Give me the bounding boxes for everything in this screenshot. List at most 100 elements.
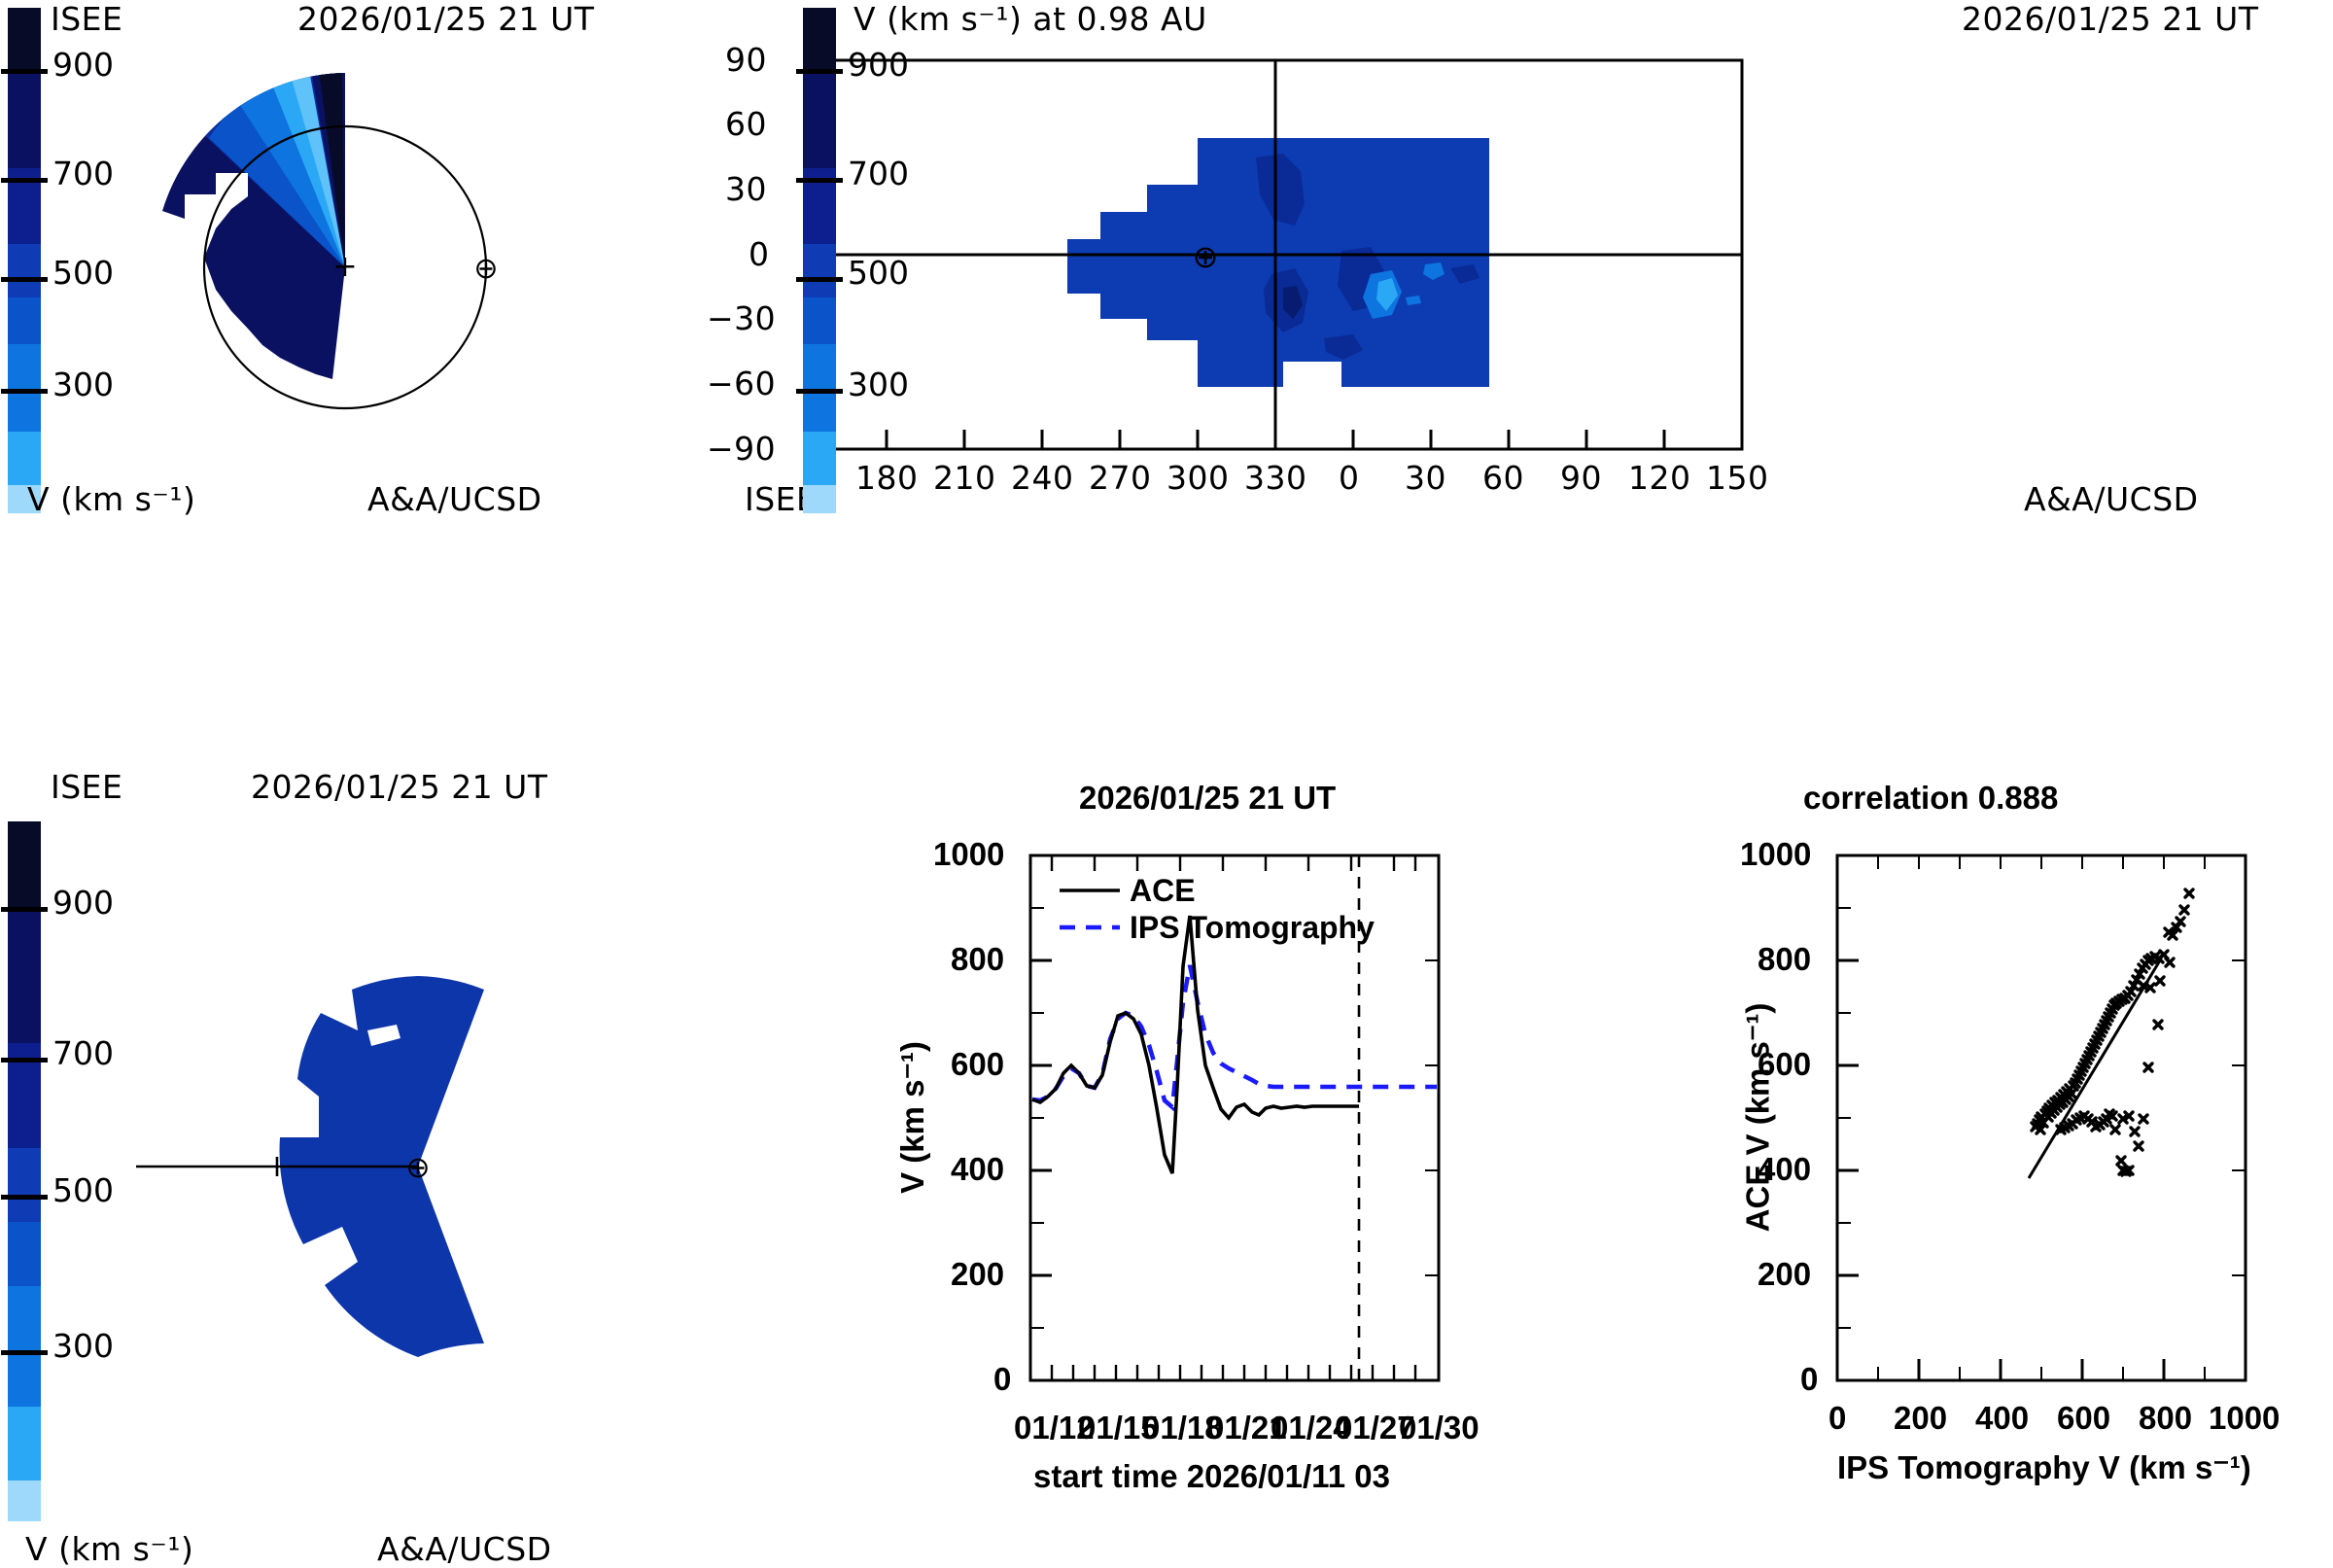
timeseries-plot: [1028, 854, 1441, 1382]
colorbar-tick: [796, 69, 843, 74]
xaxis-label-210: 210: [933, 459, 996, 497]
carrington-map-plot: ⊕: [807, 58, 1744, 451]
earth-marker-top-right: ⊕: [1193, 238, 1219, 275]
colorbar-tick: [1, 1350, 48, 1355]
colorbar-tick-label: 500: [52, 253, 114, 292]
colorbar-segment: [803, 8, 836, 71]
colorbar-tick: [1, 69, 48, 74]
scatter-plot: [1835, 854, 2247, 1382]
colorbar-segment: [8, 297, 41, 344]
colorbar-segment: [8, 1481, 41, 1521]
colorbar-tick-label: 700: [848, 154, 909, 192]
colorbar-segment: [8, 485, 41, 513]
ts-xaxis-label-0118: 01/18: [1142, 1410, 1223, 1446]
xaxis-label-120: 120: [1628, 459, 1691, 497]
colorbar-segment: [8, 1222, 41, 1286]
sc-xaxis-label-800: 800: [2139, 1400, 2193, 1436]
colorbar-unit-top-left: V (km s⁻¹): [27, 480, 196, 518]
colorbar-bottom-left: 900 700 500 300: [1, 821, 114, 1521]
ts-xaxis-label-0112: 01/12: [1014, 1410, 1095, 1446]
colorbar-segment: [803, 71, 836, 168]
colorbar-tick-label: 500: [848, 253, 909, 292]
credit-top-left: A&A/UCSD: [367, 480, 542, 518]
colorbar-tick-label: 700: [52, 154, 114, 192]
colorbar-tick: [796, 389, 843, 394]
yaxis-label-m30: −30: [707, 299, 777, 337]
colorbar-tick: [1, 277, 48, 282]
panel-title-top-right: V (km s⁻¹) at 0.98 AU: [853, 0, 1207, 38]
sc-xaxis-label-400: 400: [1975, 1400, 2030, 1436]
xaxis-label-0: 0: [1339, 459, 1360, 497]
panel-timeseries: 2026/01/25 21 UT: [778, 778, 1555, 1555]
polar-contour-top-left: + ⊕: [162, 73, 499, 410]
colorbar-tick: [1, 1058, 48, 1063]
credit-top-right: A&A/UCSD: [2024, 480, 2199, 518]
instrument-label-top-left: ISEE: [51, 0, 123, 38]
colorbar-tick: [1, 178, 48, 183]
colorbar-segment: [8, 8, 41, 71]
scatter-fit-line: [2027, 959, 2162, 1179]
colorbar-segment: [803, 432, 836, 485]
xaxis-label-330: 330: [1244, 459, 1307, 497]
colorbar-tick: [796, 178, 843, 183]
colorbar-segment: [8, 344, 41, 432]
xaxis-label-300: 300: [1166, 459, 1230, 497]
date-label-bottom-left: 2026/01/25 21 UT: [251, 768, 548, 806]
colorbar-segment: [8, 1407, 41, 1481]
yaxis-label-60: 60: [725, 105, 767, 143]
ts-xaxis-label-0130: 01/30: [1399, 1410, 1480, 1446]
scatter-points: [2030, 888, 2195, 1177]
earth-marker-top-left: ⊕: [473, 252, 498, 286]
colorbar-segment: [803, 244, 836, 297]
colorbar-segment: [803, 485, 836, 513]
sc-yaxis-label-600: 600: [1758, 1046, 1812, 1082]
series-ace: [1031, 915, 1359, 1174]
ts-yaxis-title: V (km s⁻¹): [893, 1041, 930, 1194]
colorbar-segment: [803, 344, 836, 432]
ts-yaxis-label-600: 600: [951, 1046, 1005, 1082]
polar-contour-bottom-left: ⊕: [136, 976, 484, 1357]
ts-xaxis-title: start time 2026/01/11 03: [1033, 1458, 1390, 1494]
panel-bottom-left: 900 700 500 300 ISEE 2026/01/25 21 UT V …: [0, 768, 551, 1568]
sc-yaxis-label-200: 200: [1758, 1256, 1812, 1292]
colorbar-tick: [796, 277, 843, 282]
earth-marker-bottom-left: ⊕: [405, 1151, 430, 1185]
colorbar-unit-bottom-left: V (km s⁻¹): [25, 1530, 194, 1568]
colorbar-top-right: 900 700 500 300: [796, 8, 909, 513]
scatter-title: correlation 0.888: [1803, 780, 2059, 816]
colorbar-tick-label: 300: [848, 365, 909, 403]
colorbar-tick: [1, 389, 48, 394]
colorbar-segment: [8, 1148, 41, 1222]
xaxis-label-60: 60: [1482, 459, 1524, 497]
colorbar-tick: [1, 1195, 48, 1200]
ts-yaxis-label-0: 0: [993, 1361, 1012, 1397]
credit-bottom-left: A&A/UCSD: [377, 1530, 552, 1568]
sc-xaxis-label-200: 200: [1894, 1400, 1948, 1436]
sc-xaxis-label-1000: 1000: [2209, 1400, 2281, 1436]
xaxis-label-150: 150: [1706, 459, 1769, 497]
instrument-label-bottom-left: ISEE: [51, 768, 123, 806]
legend-label-ace: ACE: [1130, 873, 1196, 908]
sc-yaxis-label-800: 800: [1758, 941, 1812, 977]
xaxis-label-30: 30: [1405, 459, 1446, 497]
colorbar-segment: [8, 71, 41, 168]
sc-xaxis-title: IPS Tomography V (km s⁻¹): [1837, 1449, 2251, 1485]
ts-yaxis-label-200: 200: [951, 1256, 1005, 1292]
colorbar-tick-label: 900: [52, 883, 114, 922]
ts-xaxis-label-0127: 01/27: [1335, 1410, 1415, 1446]
colorbar-tick-label: 900: [848, 45, 909, 84]
sc-yaxis-label-0: 0: [1800, 1361, 1819, 1397]
sc-yaxis-label-400: 400: [1758, 1151, 1812, 1187]
colorbar-top-left: 900 700 500 300: [1, 8, 114, 513]
sc-xaxis-label-600: 600: [2057, 1400, 2111, 1436]
timeseries-title: 2026/01/25 21 UT: [1079, 780, 1337, 816]
sc-xaxis-label-0: 0: [1828, 1400, 1847, 1436]
yaxis-label-90: 90: [725, 41, 767, 79]
colorbar-tick: [1, 907, 48, 912]
yaxis-label-30: 30: [725, 170, 767, 208]
yaxis-label-m90: −90: [707, 430, 777, 468]
colorbar-segment: [8, 821, 41, 909]
panel-top-left: 900 700 500 300 ISEE 2026/01/25 21 UT V …: [0, 0, 594, 525]
ts-yaxis-label-1000: 1000: [933, 836, 1005, 872]
colorbar-tick-label: 500: [52, 1170, 114, 1209]
